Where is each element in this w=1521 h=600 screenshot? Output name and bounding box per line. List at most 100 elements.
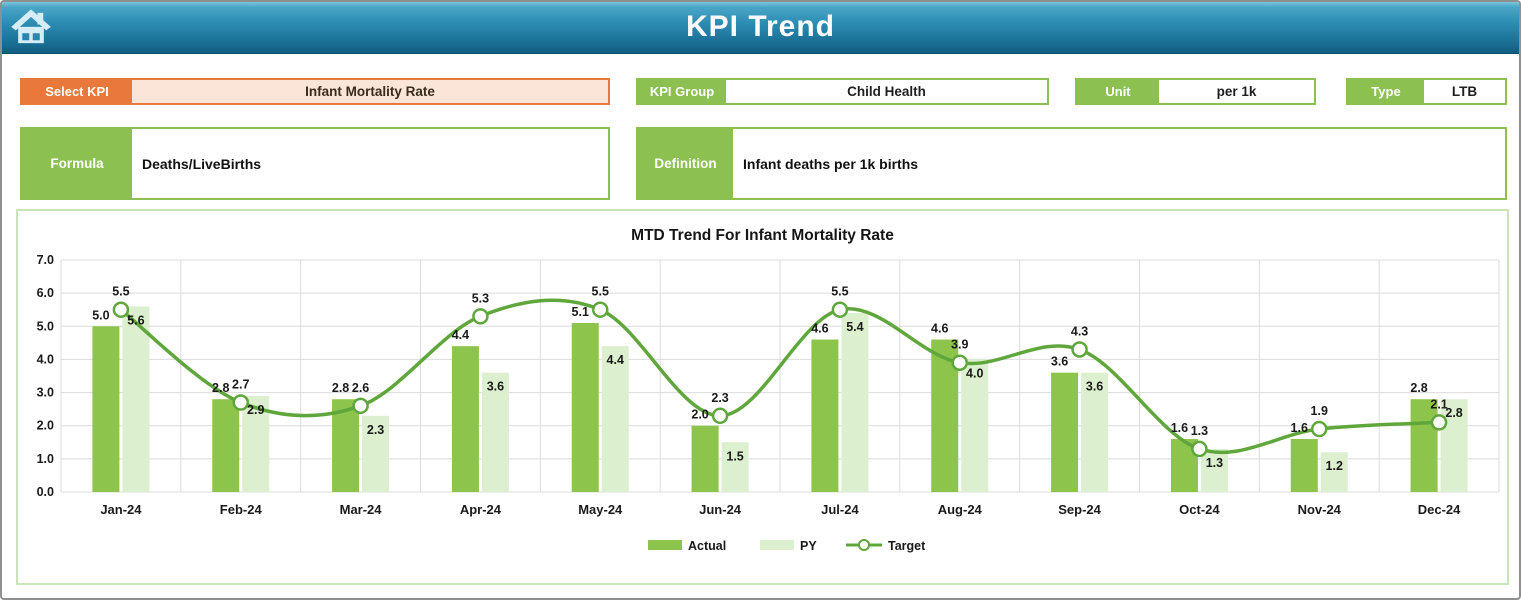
x-axis-label: Oct-24 — [1179, 502, 1220, 517]
label-actual: 2.8 — [1410, 381, 1427, 395]
formula-label: Formula — [22, 129, 132, 198]
label-py: 3.6 — [1086, 380, 1103, 394]
label-actual: 3.6 — [1051, 355, 1068, 369]
label-actual: 2.0 — [691, 408, 708, 422]
x-axis-label: Dec-24 — [1418, 502, 1461, 517]
legend-label-py: PY — [800, 539, 817, 553]
bar-py-Apr-24[interactable] — [481, 372, 509, 492]
bar-actual-Jun-24[interactable] — [691, 425, 719, 492]
y-axis-tick: 6.0 — [37, 286, 54, 300]
target-marker-May-24[interactable] — [592, 301, 609, 318]
bar-actual-Apr-24[interactable] — [451, 346, 479, 492]
header-bar: KPI Trend — [2, 2, 1519, 54]
select-kpi-box: Select KPI Infant Mortality Rate — [20, 78, 610, 105]
label-target: 5.3 — [472, 291, 489, 305]
legend-label-target: Target — [888, 539, 926, 553]
label-py: 2.8 — [1445, 406, 1462, 420]
x-axis-label: Nov-24 — [1298, 502, 1342, 517]
type-value: LTB — [1424, 80, 1505, 103]
kpi-group-label: KPI Group — [638, 80, 726, 103]
legend-label-actual: Actual — [688, 539, 726, 553]
label-target: 2.1 — [1430, 397, 1447, 411]
bar-py-Sep-24[interactable] — [1081, 372, 1109, 492]
unit-label: Unit — [1077, 80, 1159, 103]
bar-actual-Jan-24[interactable] — [92, 326, 120, 492]
target-marker-Jul-24[interactable] — [831, 301, 849, 318]
definition-label: Definition — [638, 129, 733, 198]
bar-py-Nov-24[interactable] — [1320, 452, 1348, 492]
y-axis-tick: 4.0 — [37, 352, 54, 366]
bar-actual-Mar-24[interactable] — [332, 399, 360, 492]
label-py: 1.3 — [1206, 456, 1223, 470]
label-target: 5.5 — [592, 285, 609, 299]
label-target: 5.5 — [112, 285, 129, 299]
bar-py-Dec-24[interactable] — [1440, 399, 1468, 492]
bar-py-Oct-24[interactable] — [1200, 448, 1228, 492]
select-kpi-label: Select KPI — [22, 80, 132, 103]
target-marker-Nov-24[interactable] — [1311, 420, 1328, 438]
bar-actual-Sep-24[interactable] — [1051, 372, 1079, 492]
chart-legend: Actual PY Target — [648, 539, 926, 553]
x-axis-label: Apr-24 — [460, 502, 502, 517]
y-axis-tick: 7.0 — [37, 253, 54, 267]
kpi-trend-chart[interactable]: 0.01.02.03.04.05.06.07.05.05.55.6Jan-242… — [18, 247, 1507, 577]
bar-py-May-24[interactable] — [601, 346, 629, 492]
label-py: 5.6 — [127, 313, 144, 327]
label-target: 1.3 — [1191, 424, 1208, 438]
legend-swatch-py[interactable] — [760, 540, 794, 550]
legend-swatch-actual[interactable] — [648, 540, 682, 550]
label-py: 2.3 — [367, 423, 384, 437]
label-actual: 1.6 — [1171, 421, 1188, 435]
trend-chart-container: MTD Trend For Infant Mortality Rate 0.0 1… — [16, 209, 1509, 585]
bar-actual-Dec-24[interactable] — [1410, 399, 1438, 492]
y-axis-tick: 2.0 — [37, 419, 54, 433]
x-axis-label: Feb-24 — [220, 502, 263, 517]
target-marker-Apr-24[interactable] — [472, 308, 489, 325]
target-marker-Feb-24[interactable] — [232, 394, 249, 411]
bar-py-Jul-24[interactable] — [841, 313, 869, 492]
label-target: 2.7 — [232, 378, 249, 392]
bar-py-Aug-24[interactable] — [961, 359, 989, 492]
label-py: 5.4 — [846, 320, 863, 334]
x-axis-label: Jan-24 — [100, 502, 142, 517]
label-actual: 5.0 — [92, 308, 109, 322]
type-label: Type — [1348, 80, 1424, 103]
bar-actual-May-24[interactable] — [571, 322, 599, 492]
bar-py-Mar-24[interactable] — [362, 415, 390, 492]
label-py: 1.5 — [726, 449, 743, 463]
x-axis-label: May-24 — [578, 502, 623, 517]
target-marker-Sep-24[interactable] — [1071, 341, 1088, 358]
y-axis-tick: 5.0 — [37, 319, 54, 333]
label-py: 2.9 — [247, 403, 264, 417]
target-marker-Dec-24[interactable] — [1430, 414, 1448, 431]
bar-actual-Jul-24[interactable] — [811, 339, 839, 492]
y-axis-tick: 1.0 — [37, 452, 54, 466]
target-marker-Aug-24[interactable] — [951, 354, 968, 371]
target-marker-Oct-24[interactable] — [1191, 440, 1208, 458]
bar-py-Jan-24[interactable] — [122, 306, 150, 492]
target-marker-Mar-24[interactable] — [352, 397, 369, 415]
home-icon-window — [32, 33, 40, 41]
y-axis-tick: 0.0 — [37, 485, 54, 499]
unit-value: per 1k — [1159, 80, 1314, 103]
select-kpi-value[interactable]: Infant Mortality Rate — [132, 80, 608, 103]
bar-actual-Nov-24[interactable] — [1290, 438, 1318, 492]
chart-title: MTD Trend For Infant Mortality Rate — [631, 227, 894, 244]
home-button[interactable] — [10, 7, 52, 49]
formula-box: Formula Deaths/LiveBirths — [20, 127, 610, 200]
target-marker-Jun-24[interactable] — [711, 407, 729, 425]
legend-marker-target[interactable] — [858, 539, 870, 551]
x-axis-label: Jun-24 — [699, 502, 742, 517]
label-target: 1.9 — [1311, 404, 1328, 418]
label-target: 2.3 — [711, 391, 728, 405]
label-target: 2.6 — [352, 381, 369, 395]
label-py: 3.6 — [487, 380, 504, 394]
x-axis-label: Aug-24 — [938, 502, 983, 517]
target-marker-Jan-24[interactable] — [112, 301, 130, 318]
type-box: Type LTB — [1346, 78, 1507, 105]
label-target: 5.5 — [831, 285, 848, 299]
bar-py-Jun-24[interactable] — [721, 442, 749, 492]
bar-actual-Feb-24[interactable] — [212, 399, 240, 492]
label-actual: 2.8 — [332, 381, 349, 395]
